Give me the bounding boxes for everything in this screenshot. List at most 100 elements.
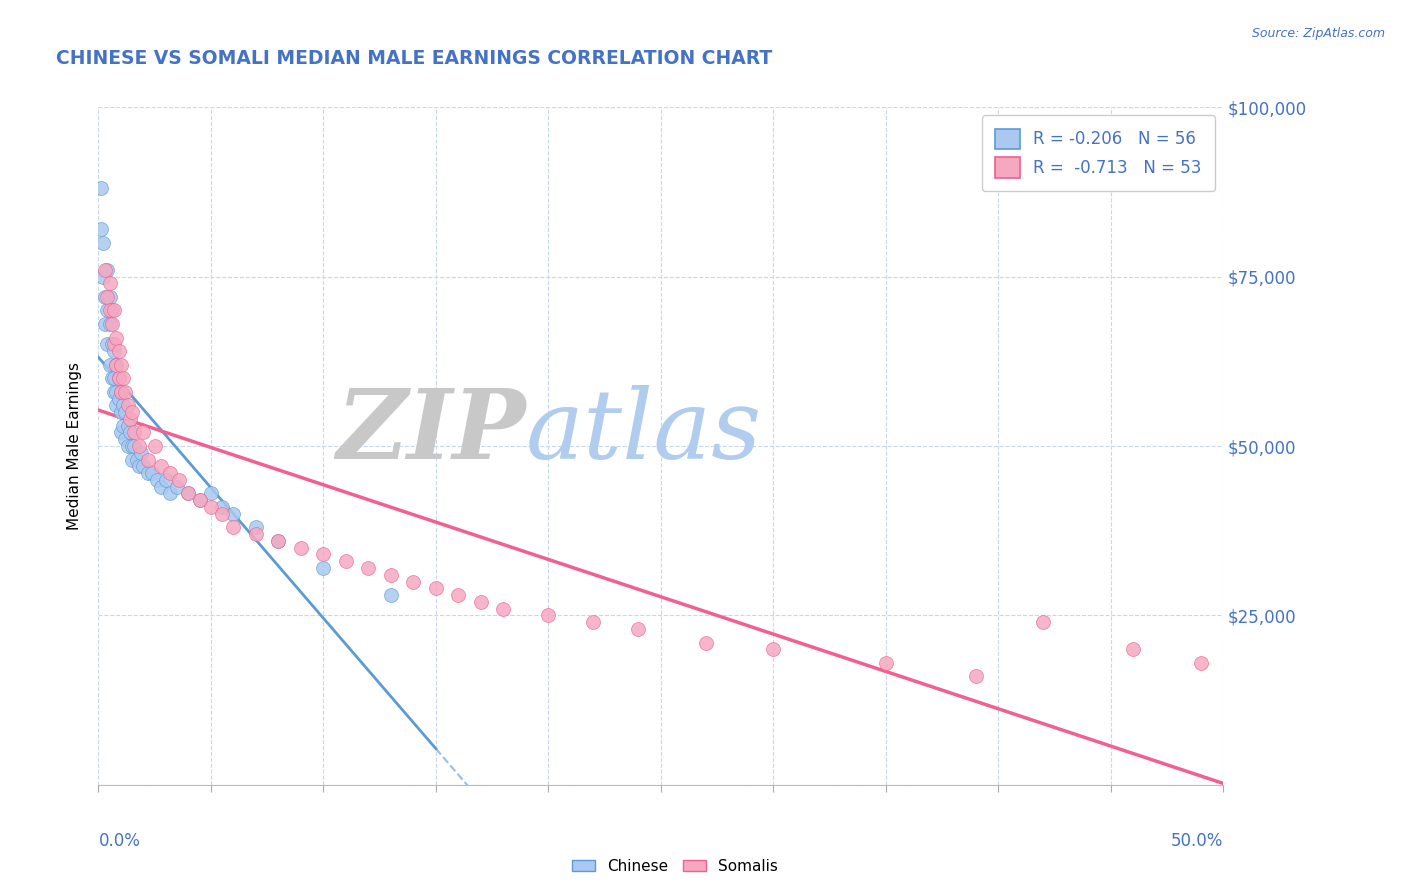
Point bbox=[155, 473, 177, 487]
Point bbox=[101, 337, 124, 351]
Point bbox=[94, 290, 117, 304]
Point bbox=[110, 425, 132, 440]
Point bbox=[118, 425, 141, 440]
Point bbox=[1189, 656, 1212, 670]
Point bbox=[762, 642, 785, 657]
Point bbox=[121, 452, 143, 467]
Point bbox=[128, 439, 150, 453]
Point bbox=[90, 181, 112, 195]
Point bbox=[114, 432, 136, 446]
Point bbox=[357, 561, 380, 575]
Point bbox=[117, 439, 139, 453]
Point bbox=[132, 425, 155, 440]
Point bbox=[136, 452, 159, 467]
Point bbox=[1032, 615, 1054, 630]
Point bbox=[211, 500, 233, 514]
Point bbox=[200, 500, 222, 514]
Text: 50.0%: 50.0% bbox=[1171, 832, 1223, 850]
Point bbox=[141, 466, 163, 480]
Point bbox=[94, 262, 117, 277]
Point bbox=[112, 418, 135, 433]
Point bbox=[582, 615, 605, 630]
Point bbox=[101, 317, 124, 331]
Point bbox=[150, 459, 173, 474]
Point bbox=[425, 582, 447, 596]
Point bbox=[110, 384, 132, 399]
Point bbox=[105, 358, 128, 372]
Point bbox=[492, 601, 515, 615]
Legend: Chinese, Somalis: Chinese, Somalis bbox=[565, 853, 785, 880]
Point bbox=[335, 554, 357, 568]
Point bbox=[98, 277, 121, 291]
Point bbox=[117, 398, 139, 412]
Point bbox=[121, 439, 143, 453]
Point bbox=[101, 371, 124, 385]
Point bbox=[107, 344, 129, 359]
Point bbox=[290, 541, 312, 555]
Text: atlas: atlas bbox=[526, 385, 762, 479]
Point bbox=[105, 358, 128, 372]
Point bbox=[312, 548, 335, 562]
Point bbox=[537, 608, 560, 623]
Point bbox=[169, 473, 191, 487]
Point bbox=[267, 533, 290, 548]
Point bbox=[94, 317, 117, 331]
Point bbox=[132, 459, 155, 474]
Point bbox=[695, 635, 717, 649]
Point bbox=[107, 371, 129, 385]
Point bbox=[447, 588, 470, 602]
Point bbox=[136, 466, 159, 480]
Point bbox=[128, 459, 150, 474]
Point bbox=[103, 384, 125, 399]
Point bbox=[96, 290, 118, 304]
Text: CHINESE VS SOMALI MEDIAN MALE EARNINGS CORRELATION CHART: CHINESE VS SOMALI MEDIAN MALE EARNINGS C… bbox=[56, 49, 772, 68]
Point bbox=[96, 303, 118, 318]
Point bbox=[380, 588, 402, 602]
Point bbox=[211, 507, 233, 521]
Legend: R = -0.206   N = 56, R =  -0.713   N = 53: R = -0.206 N = 56, R = -0.713 N = 53 bbox=[981, 115, 1215, 191]
Point bbox=[98, 317, 121, 331]
Point bbox=[188, 493, 211, 508]
Point bbox=[91, 269, 114, 284]
Point bbox=[96, 262, 118, 277]
Y-axis label: Median Male Earnings: Median Male Earnings bbox=[67, 362, 83, 530]
Point bbox=[91, 235, 114, 250]
Point bbox=[103, 371, 125, 385]
Point bbox=[98, 358, 121, 372]
Point bbox=[105, 398, 128, 412]
Point bbox=[121, 405, 143, 419]
Point bbox=[1122, 642, 1144, 657]
Point bbox=[177, 486, 200, 500]
Point bbox=[98, 290, 121, 304]
Point bbox=[114, 384, 136, 399]
Point bbox=[402, 574, 425, 589]
Point bbox=[107, 392, 129, 406]
Point bbox=[150, 480, 173, 494]
Point bbox=[470, 595, 492, 609]
Point bbox=[143, 439, 166, 453]
Point bbox=[146, 473, 169, 487]
Point bbox=[166, 480, 188, 494]
Point bbox=[875, 656, 897, 670]
Text: 0.0%: 0.0% bbox=[98, 832, 141, 850]
Point bbox=[103, 344, 125, 359]
Text: Source: ZipAtlas.com: Source: ZipAtlas.com bbox=[1251, 27, 1385, 40]
Point bbox=[103, 303, 125, 318]
Point bbox=[124, 425, 146, 440]
Point bbox=[110, 358, 132, 372]
Point bbox=[114, 405, 136, 419]
Point bbox=[98, 303, 121, 318]
Point bbox=[112, 371, 135, 385]
Point bbox=[267, 533, 290, 548]
Point bbox=[177, 486, 200, 500]
Point bbox=[380, 567, 402, 582]
Point bbox=[222, 520, 245, 534]
Point bbox=[105, 330, 128, 344]
Point bbox=[90, 222, 112, 236]
Point bbox=[124, 439, 146, 453]
Point bbox=[110, 384, 132, 399]
Point bbox=[117, 418, 139, 433]
Point bbox=[101, 303, 124, 318]
Point bbox=[245, 520, 267, 534]
Point bbox=[107, 371, 129, 385]
